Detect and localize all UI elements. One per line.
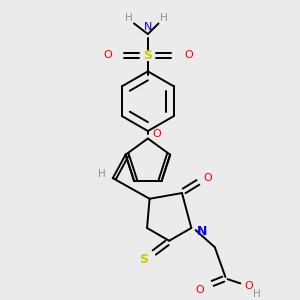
Text: H: H xyxy=(160,13,168,23)
Text: S: S xyxy=(139,254,148,266)
Text: S: S xyxy=(143,49,152,62)
Text: H: H xyxy=(254,289,261,299)
Text: N: N xyxy=(197,225,207,238)
Text: H: H xyxy=(125,13,133,23)
Text: O: O xyxy=(103,50,112,60)
Text: O: O xyxy=(152,129,161,139)
Text: N: N xyxy=(144,22,152,32)
Text: O: O xyxy=(203,173,212,183)
Text: O: O xyxy=(196,285,204,295)
Text: O: O xyxy=(184,50,193,60)
Text: O: O xyxy=(244,280,253,290)
Text: H: H xyxy=(98,169,106,179)
